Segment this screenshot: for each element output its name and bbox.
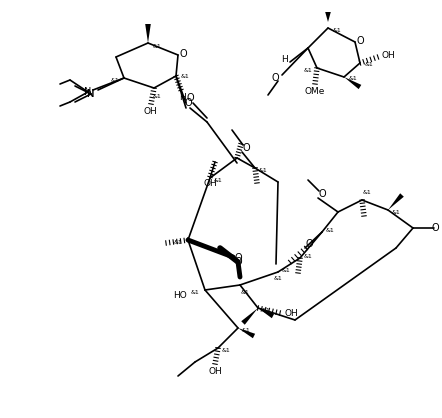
Text: H: H [179,92,187,102]
Text: &1: &1 [304,67,312,72]
Text: &1: &1 [392,209,400,214]
Text: &1: &1 [274,275,282,280]
Polygon shape [388,193,404,210]
Text: H: H [282,56,288,64]
Text: &1: &1 [362,189,371,194]
Text: &1: &1 [152,43,161,48]
Text: &1: &1 [221,347,230,352]
Polygon shape [344,77,361,89]
Text: OH: OH [208,367,222,377]
Polygon shape [238,328,255,338]
Text: &1: &1 [282,268,290,273]
Text: &1: &1 [174,240,183,245]
Text: N: N [88,89,95,99]
Text: &1: &1 [191,290,199,295]
Text: O: O [179,49,187,59]
Text: &1: &1 [242,327,250,332]
Text: &1: &1 [365,61,373,66]
Text: &1: &1 [240,291,249,296]
Text: O: O [234,257,242,267]
Text: O: O [318,189,326,199]
Text: OMe: OMe [305,87,325,97]
Text: &1: &1 [326,227,335,232]
Polygon shape [145,24,151,43]
Polygon shape [325,12,331,22]
Text: &1: &1 [181,74,189,79]
Text: HO: HO [173,291,187,300]
Text: &1: &1 [213,178,222,183]
Text: &1: &1 [304,253,312,258]
Text: OH: OH [381,51,395,61]
Text: &1: &1 [333,28,341,33]
Text: &1: &1 [152,94,161,99]
Text: &1: &1 [110,77,119,82]
Polygon shape [258,308,274,318]
Text: OH: OH [203,179,217,189]
Text: &1: &1 [259,168,267,173]
Text: O: O [242,143,250,153]
Polygon shape [241,308,258,325]
Text: OH: OH [143,107,157,115]
Text: O: O [234,253,242,263]
Text: O: O [184,98,192,108]
Text: OH: OH [284,308,298,318]
Text: O: O [305,239,313,249]
Text: O: O [356,36,364,46]
Text: N: N [88,89,95,99]
Text: O: O [271,73,279,83]
Text: O: O [431,223,439,233]
Text: &1: &1 [262,308,271,313]
Text: O: O [186,93,194,103]
Text: N: N [84,87,91,97]
Text: &1: &1 [349,76,358,82]
